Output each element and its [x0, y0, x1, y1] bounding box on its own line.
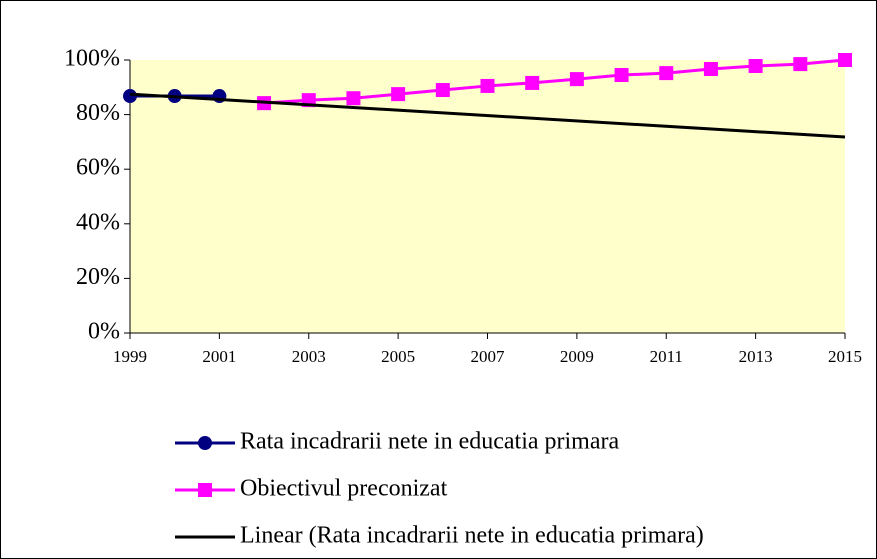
legend-label: Obiectivul preconizat — [240, 476, 448, 502]
series-line — [129, 92, 846, 139]
data-point — [525, 75, 540, 90]
y-tick-label: 60% — [76, 155, 120, 181]
data-point — [748, 59, 763, 74]
legend-marker — [198, 436, 212, 450]
series-line — [263, 58, 846, 105]
legend-marker — [198, 483, 212, 497]
y-tick-label: 40% — [76, 209, 120, 235]
y-tick-label: 80% — [76, 100, 120, 126]
data-point — [569, 72, 584, 87]
x-tick-label: 2003 — [292, 347, 326, 366]
data-point — [614, 68, 629, 83]
data-point — [793, 57, 808, 72]
legend-label: Linear (Rata incadrarii nete in educatia… — [240, 523, 704, 549]
data-point — [480, 78, 495, 93]
x-tick-label: 2009 — [560, 347, 594, 366]
y-tick-label: 100% — [64, 46, 120, 72]
y-tick-label: 20% — [76, 264, 120, 290]
x-tick-label: 2001 — [202, 347, 236, 366]
x-tick-label: 2015 — [828, 347, 862, 366]
data-point — [659, 66, 674, 81]
plot-area — [130, 60, 845, 333]
x-tick-label: 2013 — [739, 347, 773, 366]
x-tick-label: 2005 — [381, 347, 415, 366]
x-tick-label: 1999 — [113, 347, 147, 366]
data-point — [123, 89, 137, 104]
y-tick-label: 0% — [88, 319, 120, 345]
x-tick-label: 2011 — [650, 347, 683, 366]
legend-label: Rata incadrarii nete in educatia primara — [240, 429, 619, 455]
data-point — [346, 91, 361, 106]
data-point — [838, 53, 852, 67]
x-tick-label: 2007 — [471, 347, 506, 366]
data-point — [391, 87, 406, 102]
data-point — [435, 83, 450, 98]
data-point — [703, 62, 718, 77]
